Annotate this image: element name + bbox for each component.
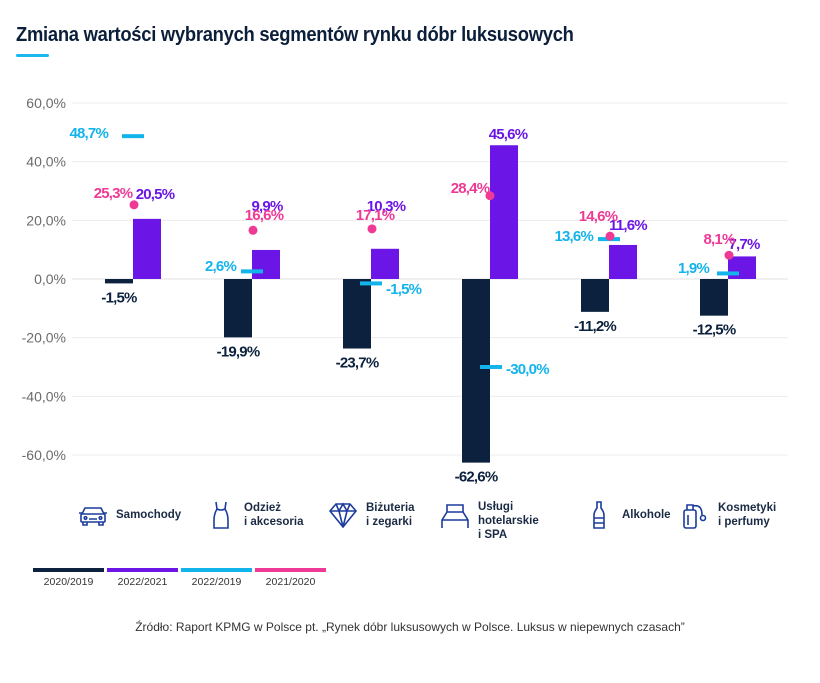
data-label-2021-2020: 28,4%: [451, 180, 490, 197]
data-label-2022-2021: 11,6%: [609, 217, 647, 234]
legend-label: 2021/2020: [265, 576, 316, 588]
bar-2022-2021: [252, 249, 280, 279]
legend-swatch: [255, 568, 326, 572]
data-label-2022-2019: 48,7%: [69, 125, 108, 142]
category-label: Alkohole: [584, 500, 671, 530]
bottle-icon: [584, 500, 614, 530]
data-label-2022-2019: -30,0%: [506, 361, 549, 378]
marker-2022-2019: [480, 365, 502, 369]
category-label: Usługi hotelarskie i SPA: [440, 500, 539, 542]
data-label-2021-2020: 17,1%: [356, 207, 395, 224]
data-label-2021-2020: 16,6%: [245, 207, 284, 224]
source-note: Źródło: Raport KPMG w Polsce pt. „Rynek …: [135, 620, 685, 634]
marker-2022-2019: [241, 269, 263, 274]
y-tick-label: -40,0%: [22, 388, 66, 404]
data-label-2021-2020: 14,6%: [579, 208, 618, 225]
data-label-2022-2021: 9,9%: [252, 198, 283, 215]
legend-label: 2022/2019: [191, 576, 242, 588]
category-label-text: Odzież i akcesoria: [244, 502, 304, 528]
marker-2022-2019: [717, 271, 739, 276]
marker-2021-2020: [129, 200, 139, 210]
legend-label: 2022/2021: [117, 576, 168, 588]
bed-icon: [440, 500, 470, 530]
data-label-2022-2019: 1,9%: [678, 260, 709, 277]
bar-2020-2019: [700, 279, 728, 316]
data-label-2020-2019: -23,7%: [336, 355, 379, 372]
category-label-text: Alkohole: [622, 509, 671, 521]
legend-item: 2021/2020: [255, 568, 326, 588]
legend-item: 2022/2019: [181, 568, 252, 588]
bar-2022-2021: [371, 248, 399, 279]
legend-item: 2022/2021: [107, 568, 178, 588]
category-label-text: Samochody: [116, 509, 182, 521]
bar-2022-2021: [609, 244, 637, 279]
marker-2021-2020: [485, 191, 495, 201]
category-label: Biżuteria i zegarki: [328, 500, 415, 530]
data-label-2022-2019: -1,5%: [386, 281, 422, 298]
legend-swatch: [107, 568, 178, 572]
y-tick-label: 20,0%: [26, 212, 66, 228]
chart-area: 60,0% 40,0% 20,0% 0,0% -20,0% -40,0% -60,0% -1,…: [22, 95, 788, 486]
marker-2022-2019: [360, 281, 382, 286]
bar-2020-2019: [462, 279, 490, 463]
legend-item: 2020/2019: [33, 568, 104, 588]
bar-2020-2019: [105, 279, 133, 284]
category-label: Odzież i akcesoria: [206, 500, 303, 530]
data-label-2022-2019: 2,6%: [205, 258, 236, 275]
bar-2020-2019: [224, 279, 252, 338]
data-label-2021-2020: 8,1%: [704, 231, 735, 248]
data-label-2020-2019: -12,5%: [693, 322, 736, 339]
chart-title: Zmiana wartości wybranych segmentów rynk…: [16, 24, 574, 46]
data-label-2020-2019: -1,5%: [101, 289, 137, 306]
bar-2022-2021: [728, 256, 756, 279]
category-label: Kosmetyki i perfumy: [680, 500, 776, 530]
category-label-text: Kosmetyki i perfumy: [718, 502, 777, 528]
y-tick-label: -20,0%: [22, 330, 66, 346]
car-icon: [78, 500, 108, 530]
data-label-2021-2020: 25,3%: [94, 185, 133, 202]
dress-icon: [206, 500, 236, 530]
category-label: Samochody: [78, 500, 181, 530]
legend-label: 2020/2019: [43, 576, 94, 588]
y-tick-label: 40,0%: [26, 154, 66, 170]
data-label-2020-2019: -62,6%: [455, 469, 498, 486]
category-label-text: Biżuteria i zegarki: [366, 502, 415, 528]
y-tick-label: -60,0%: [22, 447, 66, 463]
legend: 2020/2019 2022/2021 2022/2019 2021/2020: [33, 568, 326, 588]
bar-2020-2019: [343, 279, 371, 349]
y-tick-label: 0,0%: [34, 271, 66, 287]
marker-2021-2020: [605, 231, 615, 241]
data-label-2022-2019: 13,6%: [554, 228, 593, 245]
data-label-2022-2021: 7,7%: [729, 236, 760, 253]
perfume-icon: [680, 500, 710, 530]
bar-2022-2021: [490, 145, 518, 279]
marker-2021-2020: [248, 225, 258, 235]
title-underline: [16, 54, 49, 57]
legend-swatch: [181, 568, 252, 572]
data-label-2020-2019: -11,2%: [574, 318, 616, 335]
category-label-text: Usługi hotelarskie i SPA: [478, 501, 539, 541]
data-label-2022-2021: 45,6%: [489, 126, 528, 143]
y-tick-label: 60,0%: [26, 95, 66, 111]
diamond-icon: [328, 500, 358, 530]
marker-2021-2020: [367, 224, 377, 234]
data-label-2020-2019: -19,9%: [217, 343, 260, 360]
data-label-2022-2021: 20,5%: [136, 186, 175, 203]
marker-2021-2020: [724, 250, 734, 260]
legend-swatch: [33, 568, 104, 572]
bar-2022-2021: [133, 218, 161, 279]
bar-2020-2019: [581, 279, 609, 312]
marker-2022-2019: [122, 134, 144, 139]
data-label-2022-2021: 10,3%: [367, 198, 406, 215]
